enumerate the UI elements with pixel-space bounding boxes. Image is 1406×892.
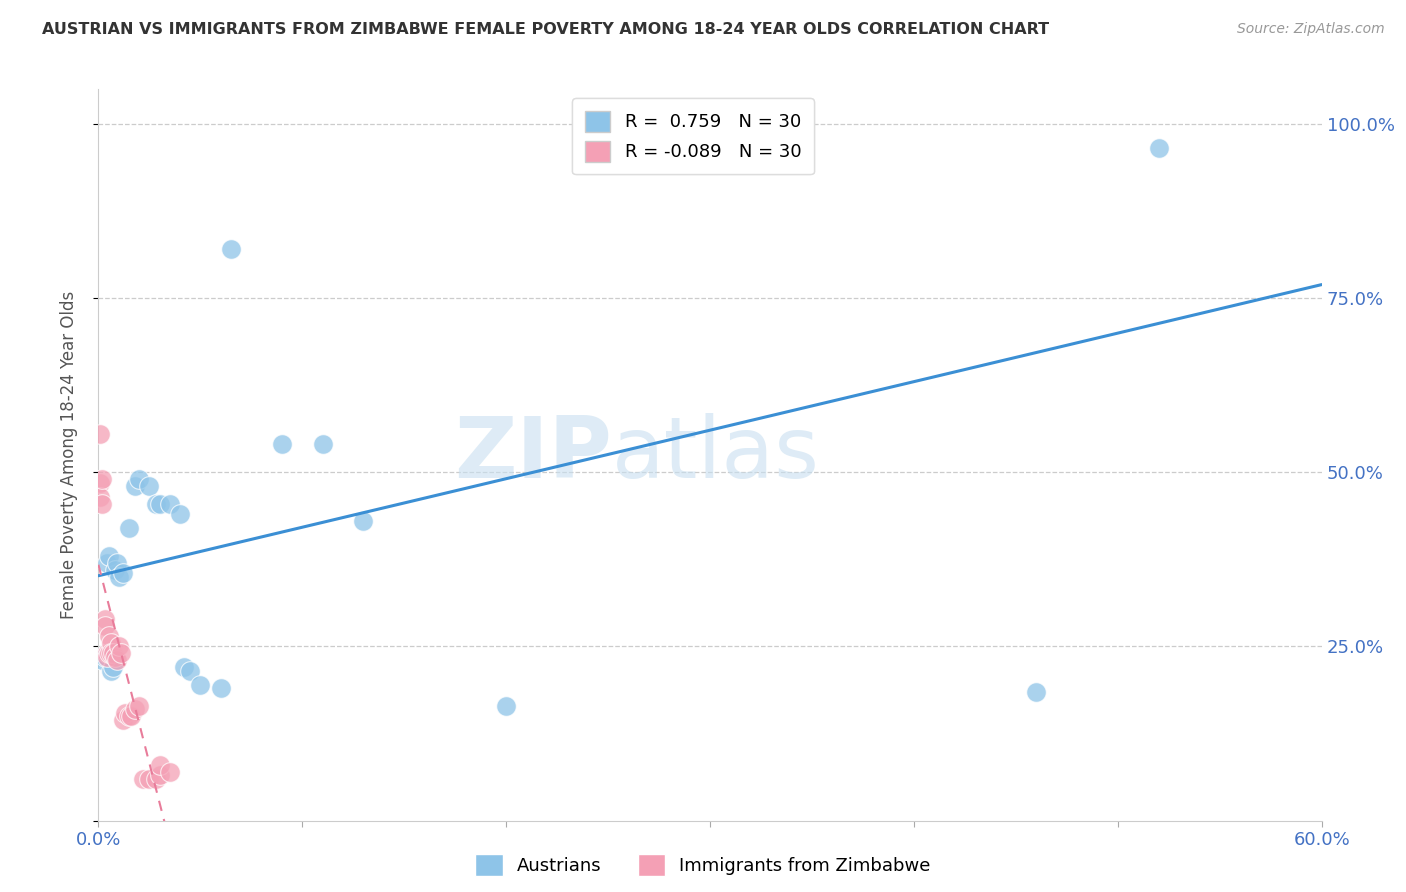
- Point: [312, 437, 335, 451]
- Point: [97, 549, 120, 563]
- Point: [93, 612, 115, 626]
- Point: [114, 706, 136, 720]
- Point: [1025, 685, 1047, 699]
- Point: [128, 698, 150, 713]
- Point: [270, 437, 294, 451]
- Point: [124, 479, 146, 493]
- Point: [173, 660, 195, 674]
- Point: [749, 135, 772, 149]
- Point: [108, 640, 131, 654]
- Point: [111, 566, 134, 581]
- Point: [159, 497, 181, 511]
- Point: [132, 772, 155, 786]
- Point: [179, 664, 201, 678]
- Point: [145, 772, 167, 786]
- Point: [118, 521, 141, 535]
- Point: [91, 497, 114, 511]
- Point: [120, 709, 142, 723]
- Point: [97, 629, 120, 643]
- Point: [111, 713, 134, 727]
- Point: [110, 647, 132, 661]
- Point: [93, 649, 115, 664]
- Point: [138, 772, 160, 786]
- Point: [118, 709, 141, 723]
- Point: [97, 647, 120, 661]
- Point: [169, 507, 191, 521]
- Point: [96, 649, 118, 664]
- Point: [105, 556, 128, 570]
- Point: [128, 472, 150, 486]
- Point: [96, 556, 118, 570]
- Point: [101, 647, 124, 661]
- Text: Source: ZipAtlas.com: Source: ZipAtlas.com: [1237, 22, 1385, 37]
- Y-axis label: Female Poverty Among 18-24 Year Olds: Female Poverty Among 18-24 Year Olds: [59, 291, 77, 619]
- Point: [495, 698, 517, 713]
- Legend: Austrians, Immigrants from Zimbabwe: Austrians, Immigrants from Zimbabwe: [468, 847, 938, 883]
- Point: [138, 479, 160, 493]
- Point: [100, 664, 122, 678]
- Point: [91, 472, 114, 486]
- Point: [93, 618, 115, 632]
- Text: ZIP: ZIP: [454, 413, 612, 497]
- Point: [105, 653, 128, 667]
- Point: [101, 660, 124, 674]
- Point: [209, 681, 232, 696]
- Point: [188, 678, 212, 692]
- Point: [89, 427, 111, 442]
- Point: [100, 647, 122, 661]
- Point: [1147, 141, 1170, 155]
- Point: [149, 768, 172, 782]
- Point: [104, 649, 127, 664]
- Point: [352, 514, 374, 528]
- Point: [100, 636, 122, 650]
- Point: [89, 490, 111, 504]
- Point: [124, 702, 146, 716]
- Point: [108, 570, 131, 584]
- Text: atlas: atlas: [612, 413, 820, 497]
- Point: [91, 653, 114, 667]
- Point: [89, 475, 111, 490]
- Legend: R =  0.759   N = 30, R = -0.089   N = 30: R = 0.759 N = 30, R = -0.089 N = 30: [572, 98, 814, 174]
- Text: AUSTRIAN VS IMMIGRANTS FROM ZIMBABWE FEMALE POVERTY AMONG 18-24 YEAR OLDS CORREL: AUSTRIAN VS IMMIGRANTS FROM ZIMBABWE FEM…: [42, 22, 1049, 37]
- Point: [159, 764, 181, 779]
- Point: [145, 497, 167, 511]
- Point: [219, 243, 242, 257]
- Point: [96, 647, 118, 661]
- Point: [104, 563, 127, 577]
- Point: [149, 497, 172, 511]
- Point: [149, 758, 172, 772]
